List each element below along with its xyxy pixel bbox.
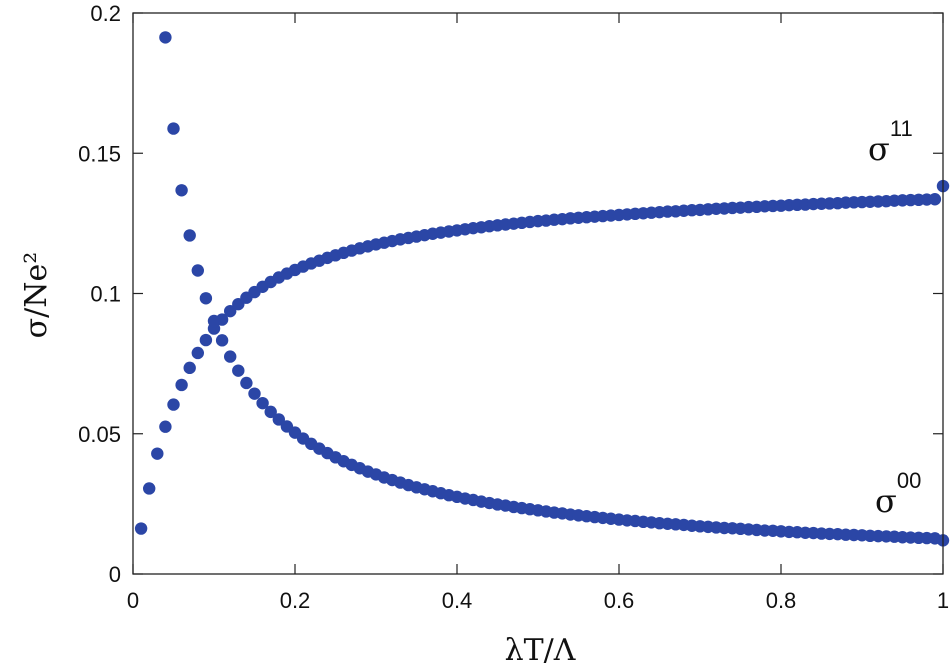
point-sigma-00	[167, 122, 180, 135]
point-sigma-00	[264, 405, 277, 419]
y-axis-label: σ/Ne²	[19, 252, 54, 339]
point-sigma-11	[143, 482, 156, 495]
point-sigma-11	[175, 378, 188, 392]
y-tick-label: 0.2	[90, 1, 121, 26]
x-tick-label: 0.2	[280, 588, 311, 613]
point-sigma-11	[191, 346, 204, 360]
point-sigma-00	[191, 264, 204, 277]
point-sigma-00	[248, 387, 261, 400]
x-tick-label: 0.6	[604, 588, 635, 613]
x-tick-labels: 0 0.2 0.4 0.6 0.8 1	[127, 588, 949, 613]
x-tick-label: 0.8	[766, 588, 797, 613]
point-sigma-00	[215, 334, 229, 347]
point-sigma-11	[224, 304, 237, 318]
point-sigma-00	[199, 292, 213, 305]
point-sigma-11	[167, 398, 180, 411]
y-tick-labels: 0 0.05 0.1 0.15 0.2	[78, 1, 121, 587]
point-sigma-00	[256, 396, 269, 410]
point-sigma-11	[199, 333, 213, 347]
y-tick-label: 0.15	[78, 141, 121, 166]
point-sigma-11	[159, 420, 172, 433]
y-tick-label: 0.1	[90, 282, 121, 307]
point-sigma-00	[272, 413, 285, 426]
point-sigma-00	[207, 314, 221, 328]
point-sigma-00	[159, 31, 172, 44]
point-sigma-11	[134, 522, 148, 535]
y-tick-label: 0.05	[78, 422, 121, 447]
x-axis-label: λT/Λ	[505, 633, 576, 668]
plot-frame	[132, 12, 944, 575]
y-tick-label: 0	[109, 562, 121, 587]
data-points	[134, 31, 950, 547]
point-sigma-00	[232, 364, 245, 377]
series-sigma-00	[159, 31, 950, 547]
point-sigma-00	[240, 376, 253, 390]
point-sigma-11	[183, 361, 196, 375]
x-tick-label: 0	[127, 588, 139, 613]
x-tick-label: 0.4	[442, 588, 473, 613]
sigma-00-label: σ00	[875, 468, 921, 520]
sigma-11-label: σ11	[868, 116, 913, 168]
x-tick-label: 1	[937, 588, 949, 613]
point-sigma-11	[151, 447, 164, 460]
point-sigma-00	[224, 350, 237, 363]
point-sigma-11	[928, 193, 942, 206]
point-sigma-00	[175, 184, 188, 197]
series-sigma-11	[134, 179, 950, 535]
point-sigma-00	[183, 229, 196, 242]
